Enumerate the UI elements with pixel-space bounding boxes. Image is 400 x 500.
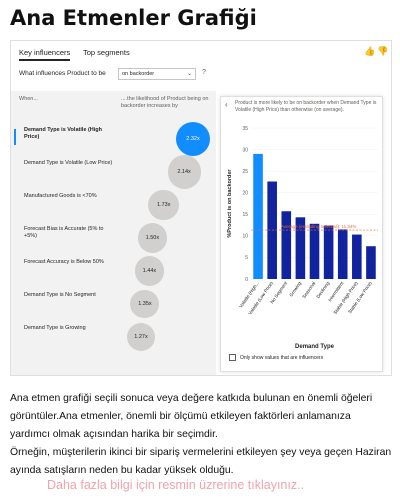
influencer-bubble: 1.35x [130, 289, 160, 319]
y-tick-label: 5 [245, 255, 248, 261]
column-header-likelihood: ....the likelihood of Product being on b… [121, 96, 209, 109]
y-tick-label: 15 [242, 212, 248, 218]
influencer-list-panel: When... ....the likelihood of Product be… [11, 91, 216, 375]
thumbs-down-icon[interactable]: 👎 [377, 46, 389, 56]
influencer-bubble: 1.44x [134, 256, 165, 286]
x-axis-label: Demand Type [295, 344, 335, 350]
outcome-selected-value: on backorder [122, 71, 155, 77]
bar [323, 225, 334, 279]
thumbs-up-icon[interactable]: 👍 [364, 46, 376, 56]
page-title: Ana Etmenler Grafiği [10, 6, 257, 30]
influencer-label: Forecast Bias is Accurate (5% to +5%) [24, 226, 104, 239]
detail-panel: ‹ Product is more likely to be on backor… [220, 96, 383, 372]
influencer-row[interactable]: Demand Type is Volatile (Low Price) 2.14x [11, 155, 216, 190]
influencer-label: Demand Type is Volatile (Low Price) [24, 160, 113, 166]
bar [352, 234, 362, 279]
bar [295, 217, 306, 279]
y-tick-label: 20 [242, 191, 248, 197]
influencer-bubble: 2.14x [167, 155, 201, 189]
bar [309, 223, 320, 279]
influencer-label: Demand Type is No Segment [24, 292, 96, 298]
influencer-label: Forecast Accuracy is Below 50% [24, 259, 104, 265]
influencer-row[interactable]: Demand Type is Growing 1.27x [11, 322, 216, 355]
tabs-bar: Key influencers Top segments 👍 👎 [11, 41, 391, 63]
y-tick-label: 0 [245, 277, 248, 283]
more-info-link[interactable]: Daha fazla bilgi için resmin üzrerine tı… [47, 478, 305, 492]
influencer-row[interactable]: Forecast Bias is Accurate (5% to +5%) 1.5… [11, 223, 216, 256]
influencer-bubble: 1.27x [126, 322, 156, 352]
bar [366, 246, 376, 279]
chevron-left-icon[interactable]: ‹ [225, 100, 228, 109]
y-tick-label: 25 [242, 169, 248, 175]
influencer-bubble: 1.50x [137, 223, 168, 253]
description: Ana etmen grafiği seçili sonuca veya değ… [10, 390, 392, 480]
influencer-label: Demand Type is Volatile (High Price) [24, 127, 103, 140]
description-paragraph: Ana etmen grafiği seçili sonuca veya değ… [10, 393, 373, 440]
selected-indicator [14, 129, 16, 145]
outcome-dropdown[interactable]: on backorder ⌄ [118, 68, 196, 80]
influencer-row[interactable]: Demand Type is Volatile (High Price) 2.32… [11, 122, 216, 157]
influencer-bubble: 1.73x [148, 189, 180, 221]
y-tick-label: 30 [242, 147, 248, 153]
key-influencers-visual: Key influencers Top segments 👍 👎 What in… [10, 40, 392, 376]
influencer-row[interactable]: Manufactured Goods is <70% 1.73x [11, 189, 216, 223]
chevron-down-icon: ⌄ [186, 71, 192, 77]
influencer-bubble: 2.32x [176, 122, 210, 156]
tab-top-segments[interactable]: Top segments [83, 48, 130, 57]
checkbox-box[interactable] [229, 354, 236, 361]
bar [281, 211, 292, 279]
checkbox-label: Only show values that are influencers [240, 355, 324, 361]
influencer-row[interactable]: Forecast Accuracy is Below 50% 1.44x [11, 256, 216, 289]
influencer-label: Demand Type is Growing [24, 325, 86, 331]
bar [337, 229, 348, 279]
tab-key-influencers[interactable]: Key influencers [19, 48, 71, 61]
influencer-row[interactable]: Demand Type is No Segment 1.35x [11, 289, 216, 322]
y-tick-label: 10 [242, 234, 248, 240]
average-label: Average (excluding selected): 11.34% [281, 224, 356, 229]
detail-heading: Product is more likely to be on backorde… [235, 100, 377, 113]
column-header-when: When... [19, 96, 38, 102]
description-paragraph: Örneğin, müşterilerin ikinci bir sipariş… [10, 447, 392, 476]
x-tick-label: Seasonal [301, 281, 316, 300]
influencer-label: Manufactured Goods is <70% [24, 193, 97, 199]
bar [253, 153, 263, 279]
help-icon[interactable]: ? [202, 69, 206, 76]
question-label: What influences Product to be [19, 70, 106, 77]
y-axis-label: %Product is on backorder [227, 169, 233, 238]
y-tick-label: 35 [242, 126, 248, 132]
x-tick-label: Growing [288, 280, 302, 297]
